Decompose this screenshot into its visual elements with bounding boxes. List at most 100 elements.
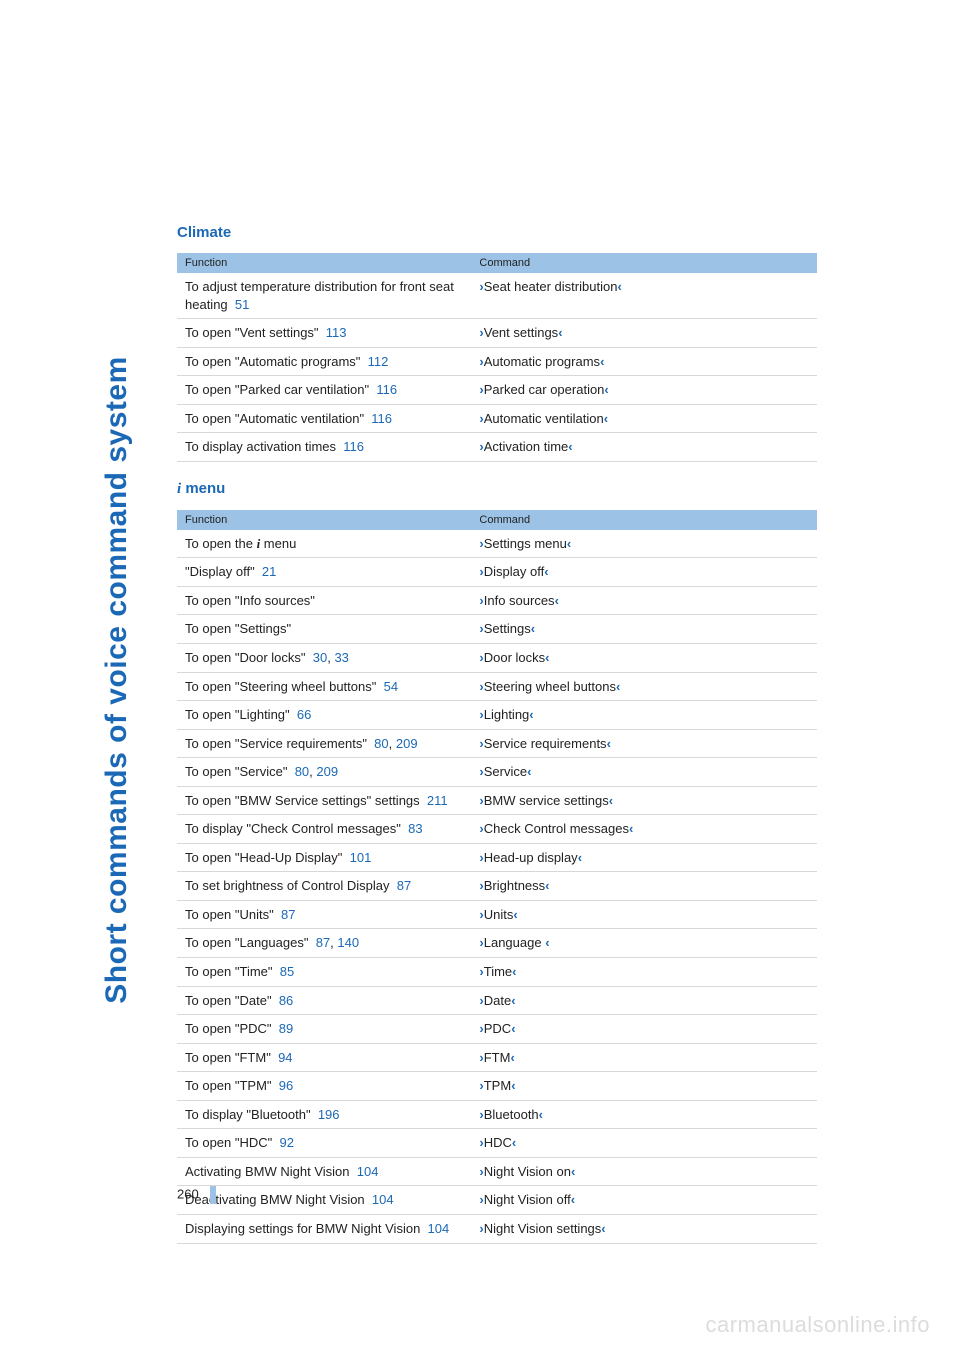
angle-right-icon: ‹ — [545, 878, 549, 893]
function-cell: To display activation times 116 — [177, 433, 471, 462]
function-cell: "Display off" 21 — [177, 558, 471, 587]
command-text: TPM — [484, 1078, 511, 1093]
page-reference[interactable]: 83 — [408, 821, 422, 836]
page-reference[interactable]: 54 — [384, 679, 398, 694]
page-reference[interactable]: 209 — [316, 764, 338, 779]
angle-right-icon: ‹ — [558, 325, 562, 340]
table-row: To open "Parked car ventilation" 116›Par… — [177, 376, 817, 405]
header-function: Function — [177, 510, 471, 530]
page-reference[interactable]: 87 — [397, 878, 411, 893]
page-reference[interactable]: 113 — [326, 325, 347, 340]
angle-right-icon: ‹ — [545, 935, 549, 950]
page-reference[interactable]: 85 — [280, 964, 294, 979]
command-cell: ›Seat heater distribution‹ — [471, 273, 817, 319]
command-text: Lighting — [484, 707, 530, 722]
command-text: HDC — [484, 1135, 512, 1150]
command-cell: ›HDC‹ — [471, 1129, 817, 1158]
angle-right-icon: ‹ — [531, 621, 535, 636]
function-cell: To open "Automatic ventilation" 116 — [177, 404, 471, 433]
page-reference[interactable]: 116 — [343, 439, 364, 454]
function-cell: To open "FTM" 94 — [177, 1043, 471, 1072]
page-reference[interactable]: 104 — [428, 1221, 450, 1236]
page-reference[interactable]: 66 — [297, 707, 311, 722]
angle-right-icon: ‹ — [545, 650, 549, 665]
command-text: Language — [484, 935, 545, 950]
function-cell: To open "Date" 86 — [177, 986, 471, 1015]
watermark: carmanualsonline.info — [705, 1312, 930, 1338]
function-cell: To open "Vent settings" 113 — [177, 319, 471, 348]
page-reference[interactable]: 209 — [396, 736, 418, 751]
function-cell: To open "Settings" — [177, 615, 471, 644]
table-row: To open "Automatic programs" 112›Automat… — [177, 347, 817, 376]
command-cell: ›Bluetooth‹ — [471, 1100, 817, 1129]
function-cell: To open "Parked car ventilation" 116 — [177, 376, 471, 405]
page-reference[interactable]: 140 — [337, 935, 359, 950]
table-row: Deactivating BMW Night Vision 104›Night … — [177, 1186, 817, 1215]
table-row: To open "Units" 87›Units‹ — [177, 900, 817, 929]
page-reference[interactable]: 94 — [278, 1050, 292, 1065]
table-row: To open "BMW Service settings" settings … — [177, 786, 817, 815]
table-row: To open "FTM" 94›FTM‹ — [177, 1043, 817, 1072]
angle-right-icon: ‹ — [539, 1107, 543, 1122]
table-row: Displaying settings for BMW Night Vision… — [177, 1214, 817, 1243]
command-cell: ›FTM‹ — [471, 1043, 817, 1072]
page-reference[interactable]: 89 — [279, 1021, 293, 1036]
command-text: Night Vision off — [484, 1192, 571, 1207]
page-footer: 260 — [177, 1186, 216, 1204]
page-reference[interactable]: 101 — [350, 850, 372, 865]
command-text: Date — [484, 993, 511, 1008]
page-reference[interactable]: 96 — [279, 1078, 293, 1093]
command-text: PDC — [484, 1021, 511, 1036]
info-icon: i — [257, 536, 261, 551]
angle-right-icon: ‹ — [512, 1135, 516, 1150]
function-cell: To open "Lighting" 66 — [177, 701, 471, 730]
table-row: To open "TPM" 96›TPM‹ — [177, 1072, 817, 1101]
page-reference[interactable]: 196 — [318, 1107, 340, 1122]
angle-right-icon: ‹ — [617, 279, 621, 294]
table-row: To display "Bluetooth" 196›Bluetooth‹ — [177, 1100, 817, 1129]
angle-right-icon: ‹ — [544, 564, 548, 579]
angle-right-icon: ‹ — [527, 764, 531, 779]
function-cell: Activating BMW Night Vision 104 — [177, 1157, 471, 1186]
page-reference[interactable]: 21 — [262, 564, 276, 579]
function-cell: To open "Info sources" — [177, 586, 471, 615]
page-reference[interactable]: 51 — [235, 297, 249, 312]
table-row: "Display off" 21›Display off‹ — [177, 558, 817, 587]
page-reference[interactable]: 116 — [376, 382, 397, 397]
page-reference[interactable]: 116 — [371, 411, 392, 426]
command-text: Check Control messages — [484, 821, 629, 836]
page-reference[interactable]: 87 — [281, 907, 295, 922]
angle-right-icon: ‹ — [571, 1192, 575, 1207]
table-row: To open "Service" 80, 209›Service‹ — [177, 758, 817, 787]
command-text: Units — [484, 907, 514, 922]
function-cell: To display "Check Control messages" 83 — [177, 815, 471, 844]
angle-right-icon: ‹ — [511, 1078, 515, 1093]
table-row: To open "Lighting" 66›Lighting‹ — [177, 701, 817, 730]
page-reference[interactable]: 80 — [374, 736, 388, 751]
table-row: To display activation times 116›Activati… — [177, 433, 817, 462]
command-table: FunctionCommandTo open the i menu›Settin… — [177, 510, 817, 1244]
page-reference[interactable]: 211 — [427, 793, 448, 808]
page-reference[interactable]: 104 — [372, 1192, 394, 1207]
section-title: i menu — [177, 480, 817, 498]
command-text: Settings menu — [484, 536, 567, 551]
page-reference[interactable]: 30 — [313, 650, 327, 665]
angle-right-icon: ‹ — [511, 1021, 515, 1036]
page-reference[interactable]: 86 — [279, 993, 293, 1008]
page-reference[interactable]: 87 — [316, 935, 330, 950]
page-reference[interactable]: 92 — [280, 1135, 294, 1150]
page-reference[interactable]: 104 — [357, 1164, 379, 1179]
angle-right-icon: ‹ — [607, 736, 611, 751]
angle-right-icon: ‹ — [512, 964, 516, 979]
table-row: To open "Date" 86›Date‹ — [177, 986, 817, 1015]
page-reference[interactable]: 112 — [368, 354, 389, 369]
table-row: Activating BMW Night Vision 104›Night Vi… — [177, 1157, 817, 1186]
command-text: Service — [484, 764, 527, 779]
angle-right-icon: ‹ — [609, 793, 613, 808]
page-reference[interactable]: 33 — [334, 650, 348, 665]
command-cell: ›Door locks‹ — [471, 644, 817, 673]
page-reference[interactable]: 80 — [295, 764, 309, 779]
command-text: Time — [484, 964, 512, 979]
angle-right-icon: ‹ — [600, 354, 604, 369]
function-cell: To open "Service requirements" 80, 209 — [177, 729, 471, 758]
